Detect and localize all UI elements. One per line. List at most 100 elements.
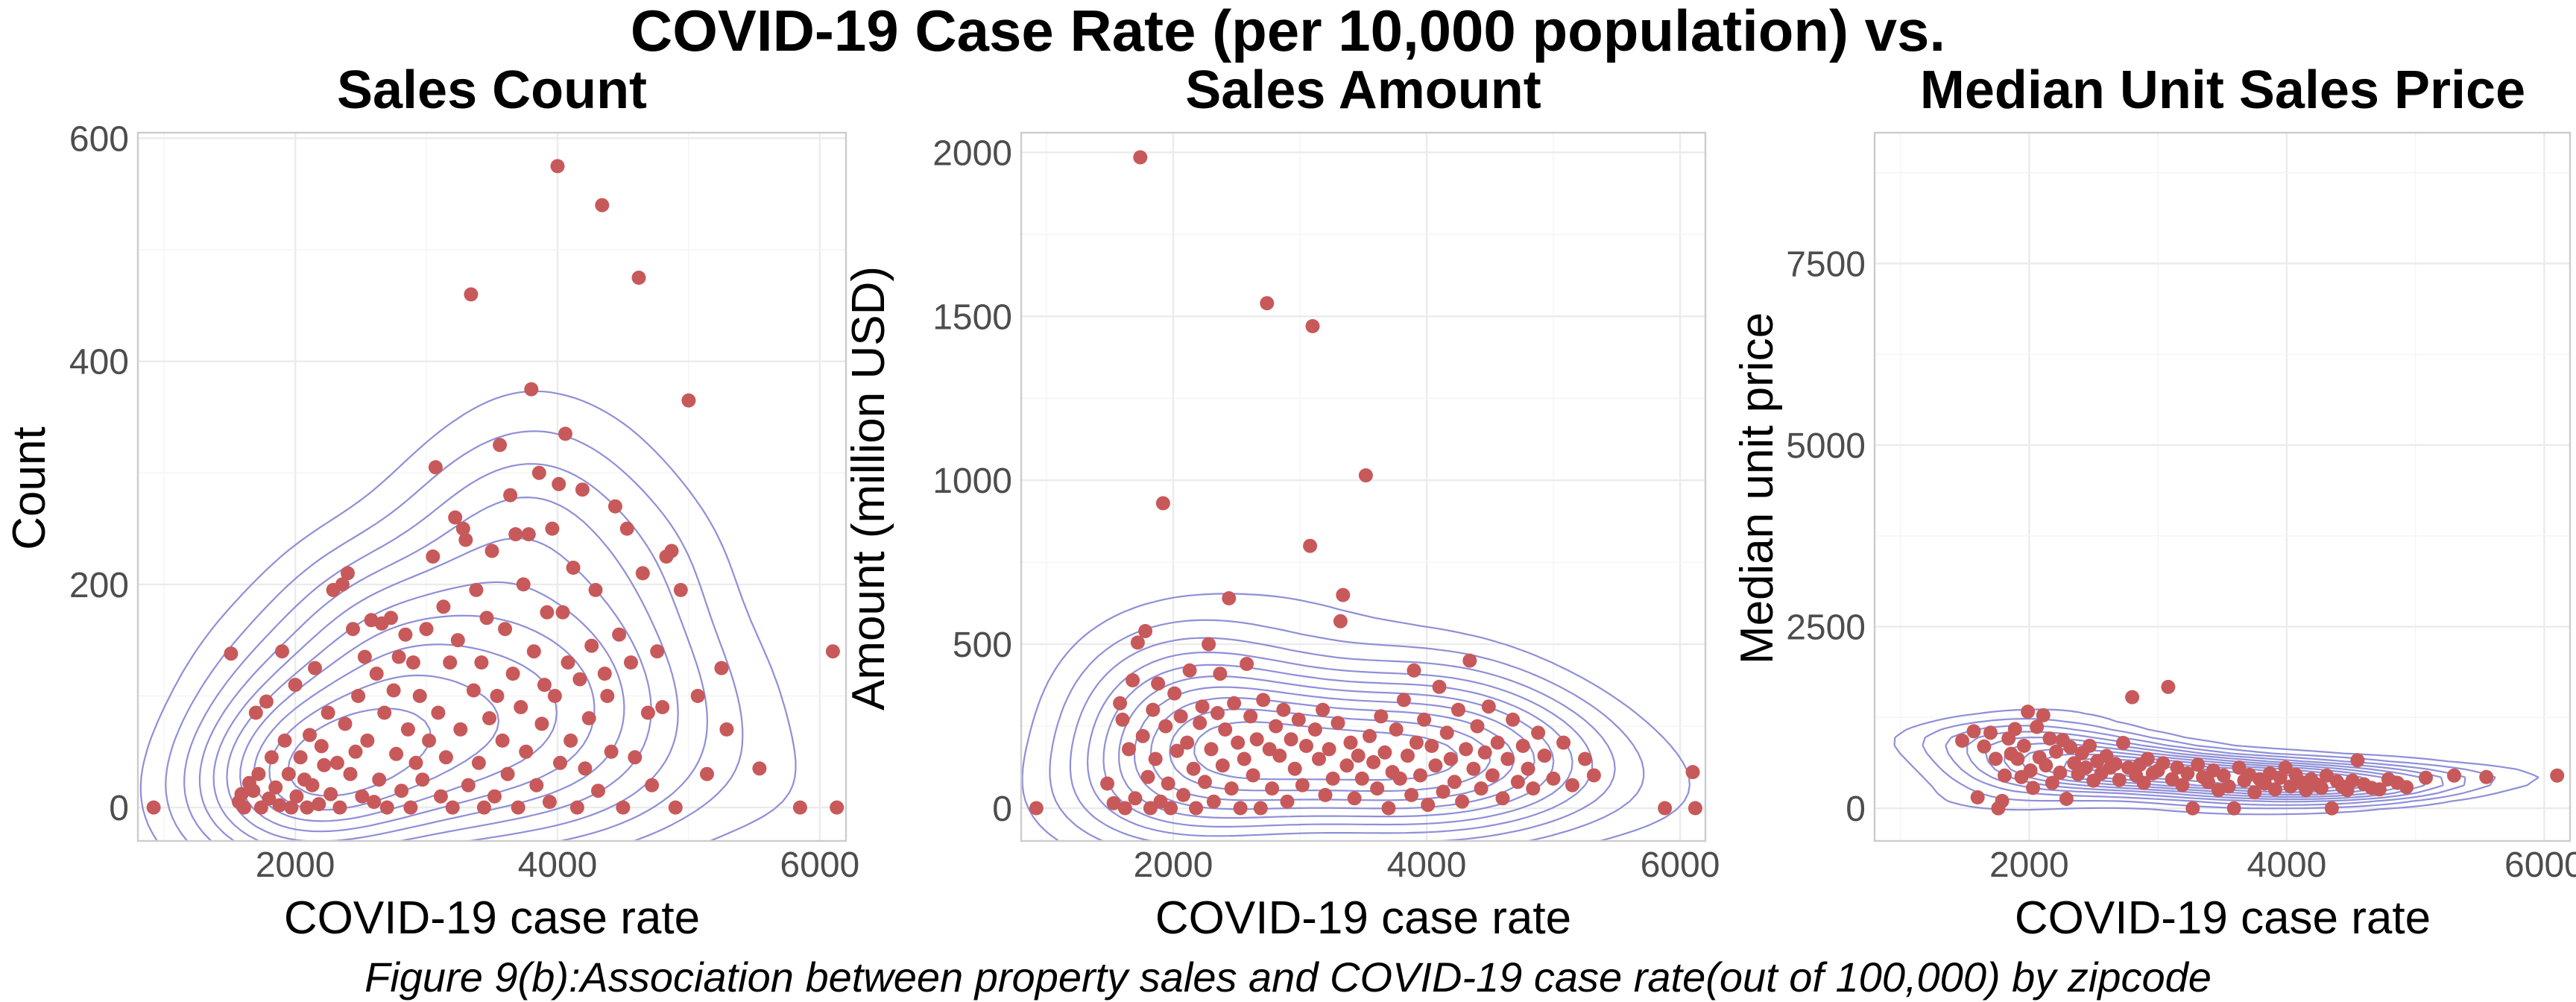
data-point [1210, 706, 1225, 720]
data-point [792, 800, 807, 815]
data-point [500, 766, 515, 781]
data-point [1265, 781, 1280, 796]
data-point [1106, 795, 1121, 810]
data-point [2045, 775, 2059, 790]
data-point [246, 784, 261, 798]
data-point [1240, 657, 1254, 671]
x-tick-label: 2000 [1134, 845, 1213, 885]
data-point [1218, 722, 1233, 737]
data-point [379, 800, 394, 815]
data-point [1305, 319, 1320, 333]
ticks: 2000 4000 6000 0 2500 5000 7500 [1786, 245, 2576, 885]
data-point [2278, 760, 2293, 775]
data-point [329, 755, 344, 770]
density-contour [1069, 637, 1616, 842]
data-point [335, 577, 350, 592]
data-point [2447, 768, 2461, 783]
grid [138, 133, 846, 841]
density-contour [1102, 664, 1573, 828]
y-axis-label: Amount (million USD) [843, 266, 894, 710]
data-point [469, 582, 484, 597]
data-point [508, 527, 523, 542]
data-point [516, 577, 531, 592]
data-point [1459, 742, 1474, 757]
data-point [433, 789, 448, 804]
x-tick-label: 4000 [2247, 845, 2326, 885]
data-point [1243, 709, 1258, 724]
data-point [1970, 790, 1985, 804]
data-point [1506, 712, 1521, 727]
data-point [2550, 768, 2565, 783]
data-point [372, 772, 387, 787]
data-point [1451, 702, 1465, 717]
data-point [572, 672, 587, 687]
data-point [575, 482, 590, 497]
data-point [305, 778, 320, 793]
y-tick-label: 200 [69, 566, 129, 605]
data-point [635, 566, 650, 581]
data-point [346, 622, 360, 637]
data-point [1351, 749, 1366, 763]
data-point [1439, 725, 1454, 740]
contours [139, 390, 797, 842]
data-point [1401, 749, 1415, 763]
data-point [464, 287, 479, 302]
data-point [2324, 801, 2339, 816]
data-point [1233, 801, 1248, 816]
y-tick-label: 7500 [1786, 245, 1866, 284]
data-point [1688, 801, 1702, 816]
data-point [415, 772, 430, 787]
y-tick-label: 500 [953, 626, 1012, 665]
data-point [1138, 624, 1153, 638]
panel-title: Sales Count [337, 60, 647, 120]
data-point [1526, 781, 1541, 796]
data-point [1537, 749, 1552, 763]
data-point [1474, 781, 1489, 796]
panel-border [1873, 131, 2572, 842]
data-point [584, 638, 599, 653]
data-point [2023, 763, 2038, 778]
data-point [1318, 787, 1333, 802]
y-tick-label: 400 [69, 343, 129, 382]
data-point [591, 784, 605, 798]
data-point [482, 710, 496, 725]
data-point [369, 667, 384, 681]
data-point [2063, 740, 2078, 754]
data-point [2010, 752, 2025, 766]
data-point [2042, 731, 2057, 746]
panel-border [1020, 131, 1707, 842]
data-point [558, 426, 572, 441]
data-point [607, 499, 622, 514]
data-point [1325, 771, 1340, 786]
data-point [1955, 734, 1969, 748]
data-point [1377, 745, 1392, 760]
contours [1893, 708, 2539, 816]
data-point [1231, 735, 1246, 750]
data-point [1269, 719, 1284, 734]
data-point [476, 800, 491, 815]
data-point [1153, 794, 1168, 809]
data-point [1222, 591, 1237, 605]
density-contour [1087, 651, 1594, 837]
data-point [825, 644, 840, 659]
data-point [2201, 775, 2215, 790]
data-point [498, 622, 513, 637]
data-point [561, 655, 575, 670]
data-point [1424, 739, 1439, 753]
data-point [314, 739, 329, 754]
data-point [357, 649, 372, 664]
data-point [288, 678, 303, 693]
data-point [2049, 744, 2064, 759]
data-point [343, 766, 358, 781]
panel-sales-amount: Sales Amount 2000 4000 6000050010001500200… [843, 60, 1720, 944]
y-tick-label: 1500 [932, 297, 1012, 337]
y-tick-label: 0 [992, 790, 1012, 829]
data-point [1151, 676, 1166, 691]
data-point [2372, 782, 2387, 797]
data-point [2319, 768, 2334, 783]
data-point [1531, 725, 1546, 740]
data-point [490, 689, 505, 703]
density-contour [226, 581, 625, 842]
data-point [461, 778, 476, 793]
